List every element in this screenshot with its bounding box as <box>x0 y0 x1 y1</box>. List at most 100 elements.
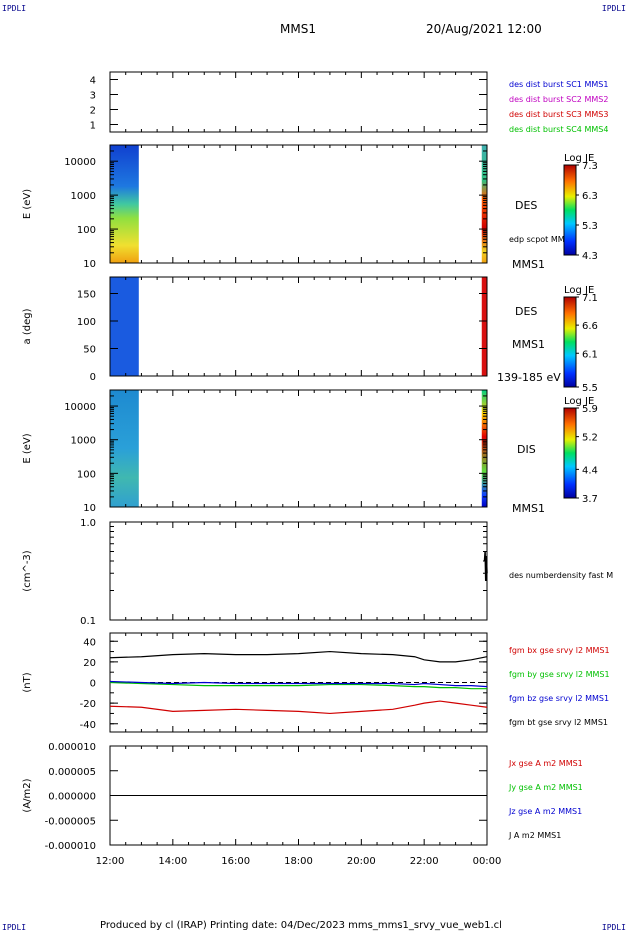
y-tick-label: 10000 <box>64 402 96 413</box>
series-line-density <box>483 551 488 582</box>
colorbar <box>563 164 577 256</box>
colorbar-tick-label: 4.3 <box>582 251 598 262</box>
corner-label-bl: IPDLI <box>2 923 27 932</box>
series-line-b <box>109 680 488 688</box>
colorbar-tick-label: 7.3 <box>582 161 598 172</box>
panel-label: DIS <box>517 443 536 456</box>
colorbar-tick-label: 3.7 <box>582 494 598 505</box>
panel-label: DES <box>515 199 537 212</box>
legend-entry: fgm bx gse srvy l2 MMS1 <box>509 646 610 655</box>
y-tick-label: -0.000010 <box>45 841 96 852</box>
colorbar <box>563 407 577 499</box>
y-tick-label: 10 <box>83 259 96 270</box>
colorbar-tick-label: 6.6 <box>582 321 598 332</box>
y-tick-label: 100 <box>77 225 96 236</box>
colorbar <box>563 296 577 388</box>
panel-sublabel: 139-185 eV <box>497 371 561 384</box>
y-axis-label: a (deg) <box>22 308 33 344</box>
legend-entry: fgm bz gse srvy l2 MMS1 <box>509 694 609 703</box>
y-tick-label: 50 <box>83 345 96 356</box>
y-tick-label: 0.000010 <box>48 742 96 753</box>
colorbar-tick-label: 6.1 <box>582 349 598 360</box>
legend-entry: Jy gse A m2 MMS1 <box>508 783 583 792</box>
legend-entry: Jx gse A m2 MMS1 <box>508 759 583 768</box>
y-tick-label: 100 <box>77 317 96 328</box>
spectrogram-block <box>110 390 139 507</box>
y-tick-label: 3 <box>90 91 96 102</box>
y-tick-label: -40 <box>80 720 96 731</box>
y-tick-label: 10000 <box>64 157 96 168</box>
colorbar-tick-label: 6.3 <box>582 191 598 202</box>
panel-frame-1 <box>109 71 488 133</box>
y-tick-label: 1000 <box>71 436 96 447</box>
panel-frame-4 <box>109 389 488 508</box>
x-tick-label: 20:00 <box>347 856 376 867</box>
y-tick-label: 0.000000 <box>48 792 96 803</box>
y-tick-label: 150 <box>77 290 96 301</box>
y-axis-label: (A/m2) <box>22 778 33 812</box>
y-tick-label: 1.0 <box>80 518 96 529</box>
y-tick-label: 0 <box>90 372 96 383</box>
y-tick-label: 40 <box>83 637 96 648</box>
colorbar-title: Log JE <box>564 396 594 407</box>
y-tick-label: 0 <box>90 679 96 690</box>
x-tick-label: 14:00 <box>158 856 187 867</box>
colorbar-tick-label: 5.5 <box>582 383 598 394</box>
x-tick-label: 12:00 <box>96 856 125 867</box>
corner-label-tl: IPDLI <box>2 4 27 13</box>
colorbar-tick-label: 4.4 <box>582 465 598 476</box>
burst-label: des dist burst SC3 MMS3 <box>509 110 608 119</box>
y-axis-label: E (eV) <box>22 189 33 219</box>
y-tick-label: 0.000005 <box>48 767 96 778</box>
legend-entry: fgm by gse srvy l2 MMS1 <box>509 670 610 679</box>
footer-text: Produced by cl (IRAP) Printing date: 04/… <box>100 920 502 931</box>
y-axis-label: (nT) <box>22 672 33 692</box>
y-axis-label: (cm^-3) <box>22 550 33 591</box>
series-line-b <box>109 681 487 690</box>
y-tick-label: 2 <box>90 106 96 117</box>
panel-sublabel: MMS1 <box>512 338 545 351</box>
burst-label: des dist burst SC1 MMS1 <box>509 80 608 89</box>
spectrogram-block <box>481 145 487 263</box>
legend-entry: Jz gse A m2 MMS1 <box>508 807 582 816</box>
y-tick-label: 100 <box>77 469 96 480</box>
colorbar-tick-label: 5.2 <box>582 433 598 444</box>
y-tick-label: 1 <box>90 121 96 132</box>
y-axis-label: E (eV) <box>22 433 33 463</box>
spectrogram-block <box>481 277 487 376</box>
legend-entry: des numberdensity fast M <box>509 571 613 580</box>
panel-sublabel: edp scpot MMS1 <box>509 235 575 244</box>
panel-sublabel: MMS1 <box>512 258 545 271</box>
y-tick-label: -0.000005 <box>45 816 96 827</box>
x-tick-label: 18:00 <box>284 856 313 867</box>
colorbar-title: Log JE <box>564 285 594 296</box>
x-tick-label: 16:00 <box>221 856 250 867</box>
legend-entry: J A m2 MMS1 <box>508 831 561 840</box>
panel-label: DES <box>515 305 537 318</box>
colorbar-tick-label: 5.9 <box>582 404 598 415</box>
panel-frame-2 <box>109 144 488 264</box>
panel-sublabel: MMS1 <box>512 502 545 515</box>
panel-frame-3 <box>109 276 488 377</box>
series-line-b <box>109 650 488 663</box>
y-tick-label: 4 <box>90 76 96 87</box>
corner-label-tr: IPDLI <box>601 4 626 13</box>
plot-area: 1 2 3 4 des dist burst SC1 MMS1 des dist burs… <box>22 71 613 867</box>
burst-label: des dist burst SC4 MMS4 <box>509 125 608 134</box>
y-tick-label: -20 <box>80 699 96 710</box>
legend-entry: fgm bt gse srvy l2 MMS1 <box>509 718 608 727</box>
colorbar-tick-label: 7.1 <box>582 293 598 304</box>
datetime-title: 20/Aug/2021 12:00 <box>426 22 542 36</box>
series-line-b <box>109 700 488 715</box>
x-tick-label: 00:00 <box>473 856 502 867</box>
colorbar-tick-label: 5.3 <box>582 221 598 232</box>
y-tick-label: 1000 <box>71 191 96 202</box>
y-tick-label: 0.1 <box>80 616 96 627</box>
spacecraft-title: MMS1 <box>280 22 316 36</box>
spectrogram-block <box>110 145 139 263</box>
colorbar-title: Log JE <box>564 153 594 164</box>
x-tick-label: 22:00 <box>410 856 439 867</box>
spectrogram-block <box>110 277 139 376</box>
y-tick-label: 20 <box>83 658 96 669</box>
burst-label: des dist burst SC2 MMS2 <box>509 95 608 104</box>
